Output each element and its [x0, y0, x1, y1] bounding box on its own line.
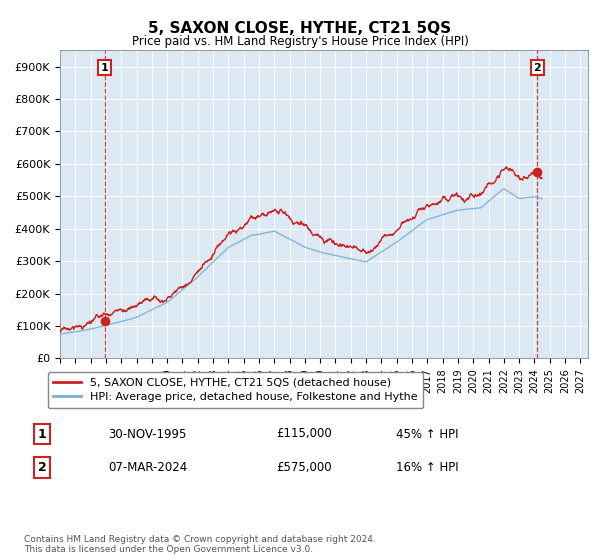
Text: 07-MAR-2024: 07-MAR-2024 [108, 461, 187, 474]
Text: £115,000: £115,000 [276, 427, 332, 441]
Text: 1: 1 [101, 63, 109, 73]
Legend: 5, SAXON CLOSE, HYTHE, CT21 5QS (detached house), HPI: Average price, detached h: 5, SAXON CLOSE, HYTHE, CT21 5QS (detache… [47, 372, 423, 408]
Text: 30-NOV-1995: 30-NOV-1995 [108, 427, 187, 441]
Text: 45% ↑ HPI: 45% ↑ HPI [396, 427, 458, 441]
Text: 2: 2 [533, 63, 541, 73]
Text: 1: 1 [38, 427, 46, 441]
Text: 5, SAXON CLOSE, HYTHE, CT21 5QS: 5, SAXON CLOSE, HYTHE, CT21 5QS [148, 21, 452, 36]
Text: £575,000: £575,000 [276, 461, 332, 474]
Text: Contains HM Land Registry data © Crown copyright and database right 2024.
This d: Contains HM Land Registry data © Crown c… [24, 535, 376, 554]
Text: 16% ↑ HPI: 16% ↑ HPI [396, 461, 458, 474]
Text: 2: 2 [38, 461, 46, 474]
Text: Price paid vs. HM Land Registry's House Price Index (HPI): Price paid vs. HM Land Registry's House … [131, 35, 469, 48]
